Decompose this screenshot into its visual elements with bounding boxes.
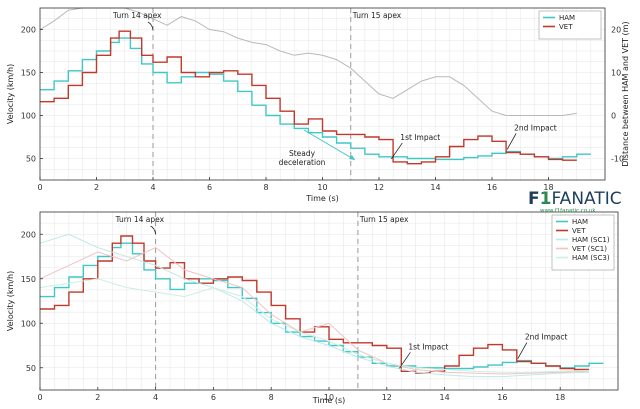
x-tick-label: 4 [153,393,158,402]
x-tick-label: 18 [543,183,553,192]
legend-label: HAM [572,218,588,226]
legend-label: HAM (SC1) [572,236,610,244]
x-tick-label: 0 [37,393,42,402]
y-tick-label: 50 [26,155,36,164]
annotation-label: 1st Impact [408,342,448,351]
annotation-arrow [506,133,517,150]
y-tick-label: 150 [21,69,36,78]
x-tick-label: 10 [317,183,327,192]
annotation-label: Turn 15 apex [352,11,402,20]
x-tick-label: 14 [440,393,450,402]
y-axis-label: Velocity (km/h) [6,64,15,124]
y2-tick-label: 10 [611,69,621,78]
brand-rest: FANATIC [551,189,621,209]
x-tick-label: 18 [555,393,565,402]
x-tick-label: 12 [382,393,392,402]
series-line-ham [40,37,591,161]
x-tick-label: 16 [487,183,497,192]
legend-label: HAM (SC3) [572,254,610,262]
x-axis-label: Time (s) [305,194,339,203]
annotation-label: Steady deceleration [279,149,326,167]
brand-url: www.f1fanatic.co.uk [540,208,596,214]
x-tick-label: 0 [37,183,42,192]
annotation-arrow [399,352,411,369]
legend-box [538,10,602,40]
decel-arrowhead [349,155,355,160]
annotation-arrow [390,142,403,160]
annotation-arrow [150,225,156,235]
legend-label: VET [559,23,573,31]
x-tick-label: 14 [430,183,440,192]
x-tick-label: 2 [94,183,99,192]
x-tick-label: 10 [324,393,334,402]
series-line-vet-sc1- [39,247,590,375]
legend-label: VET [572,227,586,235]
y-axis-label: Velocity (km/h) [6,271,15,331]
y2-tick-label: -10 [611,155,624,164]
series-line-ham-sc1- [39,233,590,378]
x-tick-label: 4 [150,183,155,192]
y-tick-label: 100 [21,319,36,328]
brand-name: F1FANATIC [528,189,622,209]
annotation-label: 2nd Impact [525,333,568,342]
x-tick-label: 6 [207,183,212,192]
y-tick-label: 50 [26,364,36,373]
annotation-arrow [517,342,528,359]
series-line-ham-sc3- [39,278,590,373]
y-tick-label: 100 [21,112,36,121]
annotation-label: 2nd Impact [514,123,557,132]
x-tick-label: 8 [269,393,274,402]
brand-f: F [528,189,540,209]
brand-1: 1 [540,189,552,209]
x-tick-label: 2 [95,393,100,402]
annotation-label: Turn 14 apex [112,11,162,20]
legend-label: HAM [559,14,575,22]
decel-arrow [303,129,356,161]
x-tick-label: 12 [374,183,384,192]
y2-tick-label: 0 [611,112,616,121]
y2-tick-label: 20 [611,26,621,35]
legend-box [551,214,615,271]
y2-axis-label: Distance between HAM and VET (m) [621,21,630,166]
series-line-distance [39,7,577,116]
legend-label: VET (SC1) [572,245,607,253]
x-axis-label: Time (s) [312,396,346,405]
annotation-label: Turn 15 apex [359,215,409,224]
y-tick-label: 200 [21,26,36,35]
x-tick-label: 6 [211,393,216,402]
annotation-line: deceleration [279,158,326,167]
x-tick-label: 16 [497,393,507,402]
annotation-label: Turn 14 apex [115,215,165,224]
y-tick-label: 200 [21,230,36,239]
chart-bottom: 0 2 4 6 8 10 12 14 16 18 50 100 150 200 Time (s) Veloci… [6,211,619,405]
annotation-arrow [147,21,154,31]
series-line-vet [40,30,577,165]
annotation-label: 1st Impact [400,133,440,142]
y-tick-label: 150 [21,275,36,284]
x-tick-label: 8 [263,183,268,192]
annotation-line: Steady [289,149,316,158]
